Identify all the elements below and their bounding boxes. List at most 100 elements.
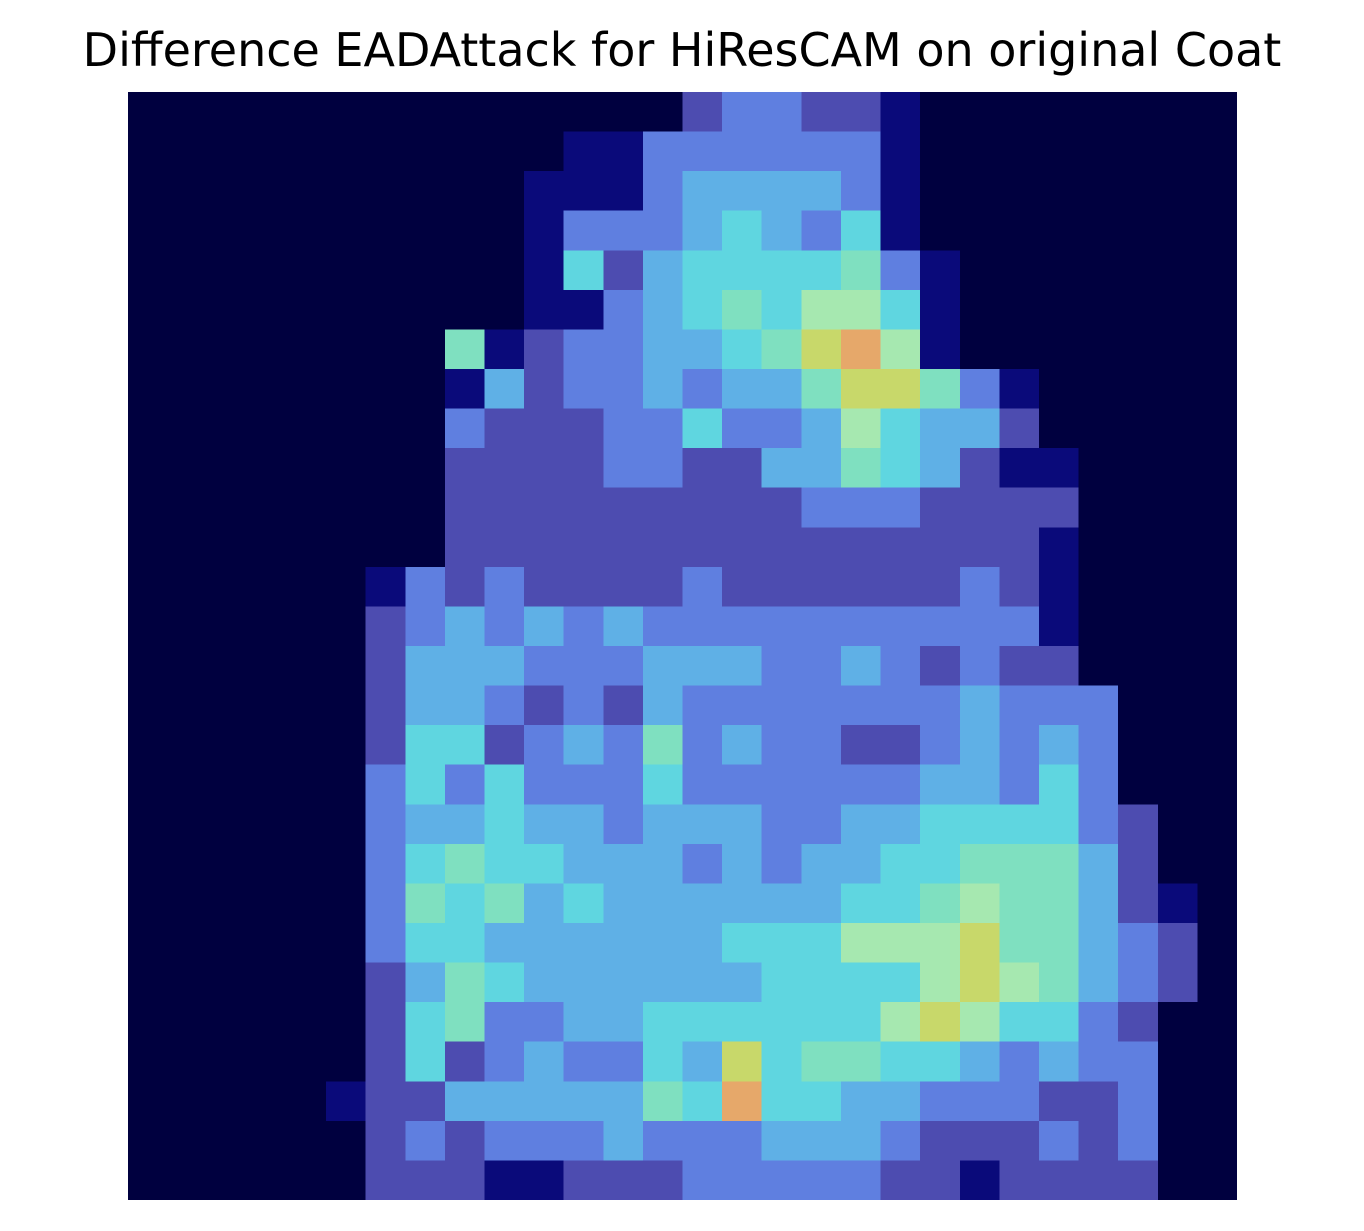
heatmap-cell: [999, 289, 1040, 331]
heatmap-cell: [801, 289, 842, 331]
heatmap-cell: [167, 923, 209, 964]
heatmap-cell: [444, 210, 486, 252]
heatmap-cell: [286, 92, 327, 133]
heatmap-cell: [326, 685, 367, 726]
heatmap-cell: [682, 1120, 723, 1162]
heatmap-cell: [563, 448, 605, 489]
heatmap-cell: [999, 685, 1040, 726]
heatmap-cell: [1038, 369, 1080, 410]
heatmap-cell: [1197, 1081, 1237, 1122]
heatmap-cell: [682, 289, 723, 331]
heatmap-cell: [326, 1160, 367, 1200]
heatmap-cell: [365, 566, 407, 608]
heatmap-cell: [801, 566, 842, 608]
heatmap-cell: [1118, 92, 1159, 133]
heatmap-cell: [405, 804, 446, 845]
heatmap-cell: [801, 646, 842, 687]
heatmap-cell: [524, 408, 565, 449]
heatmap-cell: [128, 725, 169, 766]
heatmap-cell: [761, 685, 803, 726]
heatmap-cell: [920, 606, 961, 647]
heatmap-cell: [128, 487, 169, 529]
heatmap-cell: [444, 764, 486, 806]
heatmap-cell: [880, 1160, 921, 1200]
heatmap-cell: [1197, 1002, 1237, 1043]
heatmap-cell: [999, 923, 1040, 964]
heatmap-cell: [1078, 725, 1119, 766]
heatmap-cell: [840, 883, 882, 924]
heatmap-cell: [1118, 883, 1159, 924]
heatmap-cell: [999, 606, 1040, 647]
heatmap-cell: [840, 646, 882, 687]
heatmap-cell: [880, 1120, 921, 1162]
heatmap-cell: [840, 725, 882, 766]
heatmap-cell: [840, 606, 882, 647]
heatmap-cell: [405, 408, 446, 449]
heatmap-cell: [682, 210, 723, 252]
heatmap-cell: [722, 250, 763, 291]
heatmap-cell: [484, 92, 525, 133]
heatmap-cell: [920, 527, 961, 568]
heatmap-cell: [207, 329, 248, 370]
heatmap-cell: [920, 448, 961, 489]
heatmap-cell: [207, 725, 248, 766]
heatmap-cell: [484, 685, 525, 726]
heatmap-cell: [286, 408, 327, 449]
heatmap-cell: [642, 1041, 684, 1083]
heatmap-cell: [563, 923, 605, 964]
heatmap-cell: [286, 210, 327, 252]
heatmap-cell: [682, 171, 723, 212]
heatmap-cell: [642, 408, 684, 449]
heatmap-cell: [959, 1041, 1001, 1083]
heatmap-cell: [286, 1120, 327, 1162]
heatmap-cell: [959, 804, 1001, 845]
heatmap-cell: [801, 527, 842, 568]
heatmap-cell: [642, 369, 684, 410]
heatmap-cell: [722, 804, 763, 845]
heatmap-cell: [286, 369, 327, 410]
heatmap-cell: [1197, 171, 1237, 212]
figure-title: Difference EADAttack for HiResCAM on ori…: [82, 23, 1282, 77]
heatmap-cell: [405, 92, 446, 133]
heatmap-cell: [1078, 289, 1119, 331]
heatmap-cell: [642, 923, 684, 964]
heatmap-cell: [1197, 131, 1237, 172]
heatmap-cell: [326, 883, 367, 924]
heatmap-cell: [405, 685, 446, 726]
heatmap-cell: [365, 606, 407, 647]
heatmap-cell: [682, 92, 723, 133]
heatmap-cell: [484, 487, 525, 529]
heatmap-cell: [167, 646, 209, 687]
heatmap-cell: [128, 646, 169, 687]
heatmap-cell: [207, 883, 248, 924]
heatmap-cell: [1038, 329, 1080, 370]
heatmap-cell: [1118, 725, 1159, 766]
heatmap-cell: [365, 764, 407, 806]
heatmap-cell: [1197, 289, 1237, 331]
heatmap-cell: [1197, 646, 1237, 687]
heatmap-cell: [722, 369, 763, 410]
heatmap-cell: [801, 1002, 842, 1043]
heatmap-cell: [524, 764, 565, 806]
heatmap-cell: [959, 171, 1001, 212]
heatmap-cell: [286, 289, 327, 331]
heatmap-cell: [603, 962, 644, 1003]
heatmap-cell: [128, 1002, 169, 1043]
heatmap-cell: [1078, 369, 1119, 410]
heatmap-cell: [603, 408, 644, 449]
heatmap-cell: [920, 962, 961, 1003]
heatmap-cell: [920, 804, 961, 845]
heatmap-cell: [1078, 92, 1119, 133]
heatmap-cell: [286, 923, 327, 964]
heatmap-cell: [563, 210, 605, 252]
heatmap-cell: [801, 1120, 842, 1162]
heatmap-cell: [840, 764, 882, 806]
heatmap-cell: [840, 329, 882, 370]
heatmap-cell: [167, 131, 209, 172]
heatmap-cell: [999, 527, 1040, 568]
heatmap-cell: [801, 1081, 842, 1122]
heatmap-cell: [444, 487, 486, 529]
heatmap-cell: [524, 1002, 565, 1043]
heatmap-cell: [246, 1002, 288, 1043]
heatmap-cell: [365, 1002, 407, 1043]
